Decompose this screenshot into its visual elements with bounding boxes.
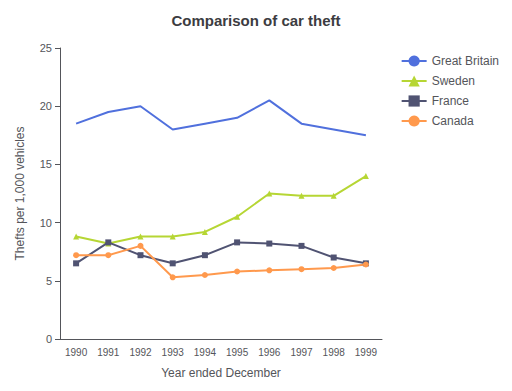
svg-text:20: 20 xyxy=(40,100,52,112)
svg-text:1999: 1999 xyxy=(355,347,378,358)
svg-text:25: 25 xyxy=(40,42,52,54)
svg-text:Sweden: Sweden xyxy=(432,74,475,88)
svg-text:Comparison of car theft: Comparison of car theft xyxy=(171,12,340,29)
svg-text:1996: 1996 xyxy=(258,347,281,358)
svg-text:1990: 1990 xyxy=(65,347,88,358)
svg-text:Thefts per 1,000 vehicles: Thefts per 1,000 vehicles xyxy=(13,126,27,260)
svg-text:10: 10 xyxy=(40,217,52,229)
svg-text:1994: 1994 xyxy=(194,347,217,358)
svg-text:Year ended December: Year ended December xyxy=(161,366,281,380)
svg-text:15: 15 xyxy=(40,158,52,170)
svg-text:Great Britain: Great Britain xyxy=(432,54,499,68)
svg-text:0: 0 xyxy=(46,333,52,345)
svg-text:5: 5 xyxy=(46,275,52,287)
svg-text:1997: 1997 xyxy=(290,347,313,358)
svg-text:Canada: Canada xyxy=(432,114,474,128)
svg-text:France: France xyxy=(432,94,470,108)
svg-text:1991: 1991 xyxy=(97,347,120,358)
svg-text:1995: 1995 xyxy=(226,347,249,358)
svg-text:1993: 1993 xyxy=(162,347,185,358)
svg-text:1992: 1992 xyxy=(129,347,152,358)
svg-text:1998: 1998 xyxy=(323,347,346,358)
